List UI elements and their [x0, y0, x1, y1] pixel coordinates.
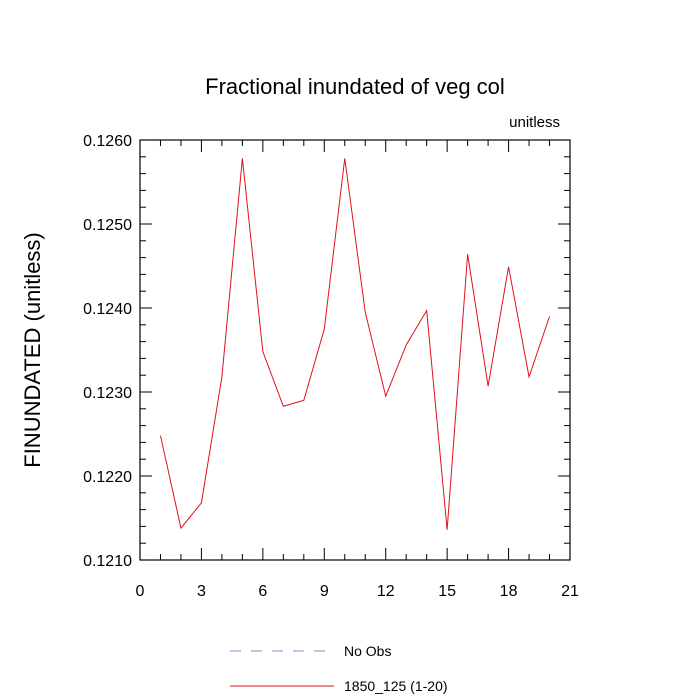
y-tick-label: 0.1250 [83, 217, 132, 234]
y-tick-label: 0.1210 [83, 553, 132, 570]
legend-item: 1850_125 (1-20) [230, 678, 448, 694]
y-tick-label: 0.1230 [83, 385, 132, 402]
x-tick-label: 12 [377, 583, 395, 600]
y-tick-labels: 0.1210 0.1220 0.1230 0.1240 0.1250 0.1260 [83, 133, 132, 570]
series-layer [159, 158, 550, 530]
legend: No Obs 1850_125 (1-20) [230, 643, 448, 694]
x-tick-label: 3 [197, 583, 206, 600]
plot-frame [139, 139, 571, 561]
series-line [159, 158, 550, 530]
x-tick-label: 9 [320, 583, 329, 600]
y-tick-label: 0.1240 [83, 301, 132, 318]
x-tick-label: 18 [500, 583, 518, 600]
x-tick-label: 0 [136, 583, 145, 600]
x-tick-labels: 0 3 6 9 12 15 18 21 [136, 583, 579, 600]
legend-item: No Obs [230, 643, 391, 659]
y-axis-label: FINUNDATED (unitless) [20, 232, 45, 468]
x-tick-label: 21 [561, 583, 579, 600]
legend-label: No Obs [344, 643, 391, 659]
legend-label: 1850_125 (1-20) [344, 678, 448, 694]
x-tick-label: 15 [438, 583, 456, 600]
y-tick-label: 0.1260 [83, 133, 132, 150]
units-label: unitless [509, 114, 560, 131]
chart-title: Fractional inundated of veg col [205, 74, 505, 99]
y-tick-label: 0.1220 [83, 469, 132, 486]
x-tick-label: 6 [258, 583, 267, 600]
axis-ticks [139, 139, 571, 561]
